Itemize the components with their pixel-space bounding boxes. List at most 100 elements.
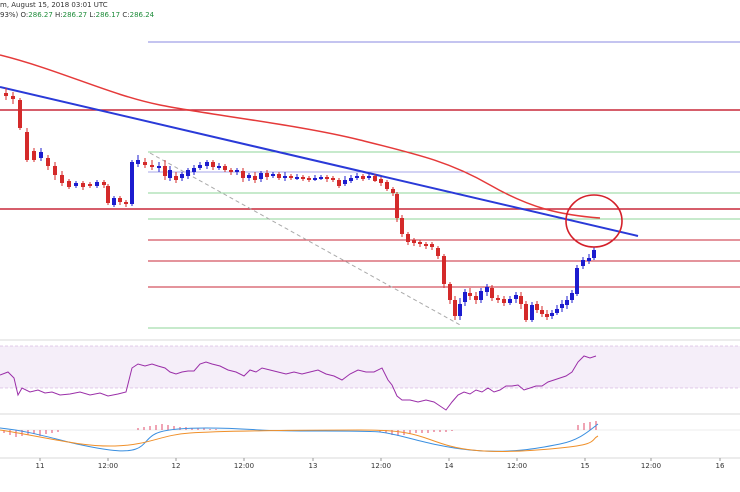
x-tick-label-4: 13: [309, 462, 318, 470]
candle-body-25: [168, 170, 172, 178]
candle-body-64: [400, 218, 404, 234]
candle-body-58: [367, 176, 371, 178]
candle-body-82: [502, 299, 506, 303]
candle-body-42: [271, 174, 275, 176]
candle-body-30: [198, 165, 202, 168]
chart-title: m, August 15, 2018 03:01 UTC: [0, 1, 108, 10]
chart-title-text: m, August 15, 2018 03:01 UTC: [0, 1, 108, 9]
candle-body-72: [448, 284, 452, 300]
candle-body-67: [418, 242, 422, 244]
candle-body-69: [430, 244, 434, 247]
candle-body-50: [319, 177, 323, 179]
ohlc-high-value: 286.27: [62, 11, 88, 19]
x-tick-label-6: 14: [445, 462, 454, 470]
candle-body-31: [205, 162, 209, 166]
x-tick-label-1: 12:00: [98, 462, 118, 470]
ohlc-open-value: 286.27: [28, 11, 53, 19]
candle-body-71: [442, 256, 446, 284]
candle-body-83: [508, 299, 512, 303]
candle-body-29: [192, 168, 196, 172]
macd-signal-line: [0, 423, 599, 452]
candle-body-43: [277, 174, 281, 178]
candle-body-98: [587, 258, 591, 261]
candle-body-68: [424, 244, 428, 246]
candle-body-76: [468, 293, 472, 296]
candle-body-3: [25, 132, 29, 160]
ohlc-high-label: H:: [55, 11, 63, 19]
highlight-circle: [565, 194, 623, 248]
candle-body-10: [74, 183, 78, 186]
candle-body-32: [211, 162, 215, 167]
candle-body-79: [485, 287, 489, 292]
candle-body-81: [496, 298, 500, 300]
candle-body-41: [265, 173, 269, 177]
candle-body-97: [581, 260, 585, 266]
moving-average-line: [0, 54, 601, 219]
x-tick-label-0: 11: [36, 462, 45, 470]
candle-body-57: [361, 176, 365, 179]
candle-body-54: [343, 180, 347, 184]
candle-body-44: [283, 176, 287, 178]
ohlc-low-value: 286.17: [95, 11, 121, 19]
candle-body-93: [560, 304, 564, 308]
candle-body-16: [112, 198, 116, 205]
ohlc-close-value: 286.24: [129, 11, 155, 19]
candle-body-80: [490, 288, 494, 298]
x-tick-label-7: 12:00: [507, 462, 527, 470]
candle-body-9: [67, 181, 71, 187]
x-tick-label-2: 12: [172, 462, 181, 470]
ohlc-prefix: 93%): [0, 11, 19, 19]
candle-body-20: [136, 160, 140, 164]
candle-body-74: [458, 304, 462, 316]
candle-body-7: [53, 166, 57, 175]
candle-body-61: [385, 182, 389, 189]
candle-body-94: [565, 300, 569, 305]
candle-body-84: [514, 295, 518, 299]
rsi-line: [0, 355, 597, 411]
candle-body-33: [217, 166, 221, 168]
candle-body-24: [163, 166, 167, 176]
candle-body-63: [395, 194, 399, 218]
ohlc-readout: 93%) O:286.27 H:286.27 L:286.17 C:286.24: [0, 11, 154, 20]
candle-body-53: [337, 180, 341, 186]
candle-body-8: [60, 175, 64, 183]
candle-body-39: [253, 176, 257, 180]
candle-body-51: [325, 177, 329, 179]
candle-body-27: [180, 174, 184, 178]
candle-body-5: [39, 152, 43, 158]
ohlc-close-label: C:: [122, 11, 130, 19]
candle-body-45: [289, 176, 293, 178]
candle-body-87: [530, 305, 534, 320]
candle-body-49: [313, 178, 317, 180]
candle-body-56: [355, 176, 359, 178]
candle-body-59: [373, 176, 377, 181]
candle-body-95: [570, 293, 574, 300]
candle-body-86: [524, 304, 528, 320]
x-tick-label-8: 15: [581, 462, 590, 470]
candle-body-34: [223, 166, 227, 170]
candle-body-70: [436, 248, 440, 256]
ohlc-low-label: L:: [89, 11, 96, 19]
candle-body-13: [95, 182, 99, 186]
x-tick-label-3: 12:00: [234, 462, 254, 470]
candle-body-0: [4, 93, 8, 96]
candle-body-14: [102, 182, 106, 185]
candle-body-1: [11, 96, 15, 99]
candle-body-88: [535, 304, 539, 310]
candle-body-28: [186, 170, 190, 176]
candle-body-89: [540, 310, 544, 314]
candle-body-23: [157, 166, 161, 168]
macd-line: [0, 429, 599, 452]
candle-body-35: [229, 170, 233, 172]
x-tick-label-9: 12:00: [641, 462, 661, 470]
candle-body-11: [81, 183, 85, 187]
candle-body-92: [555, 309, 559, 313]
candle-body-40: [259, 173, 263, 179]
candle-body-19: [130, 162, 134, 204]
ohlc-open-label: O:: [20, 11, 29, 19]
x-tick-label-10: 16: [716, 462, 725, 470]
candle-body-2: [18, 100, 22, 128]
candle-body-90: [545, 314, 549, 317]
candle-body-22: [150, 165, 154, 167]
